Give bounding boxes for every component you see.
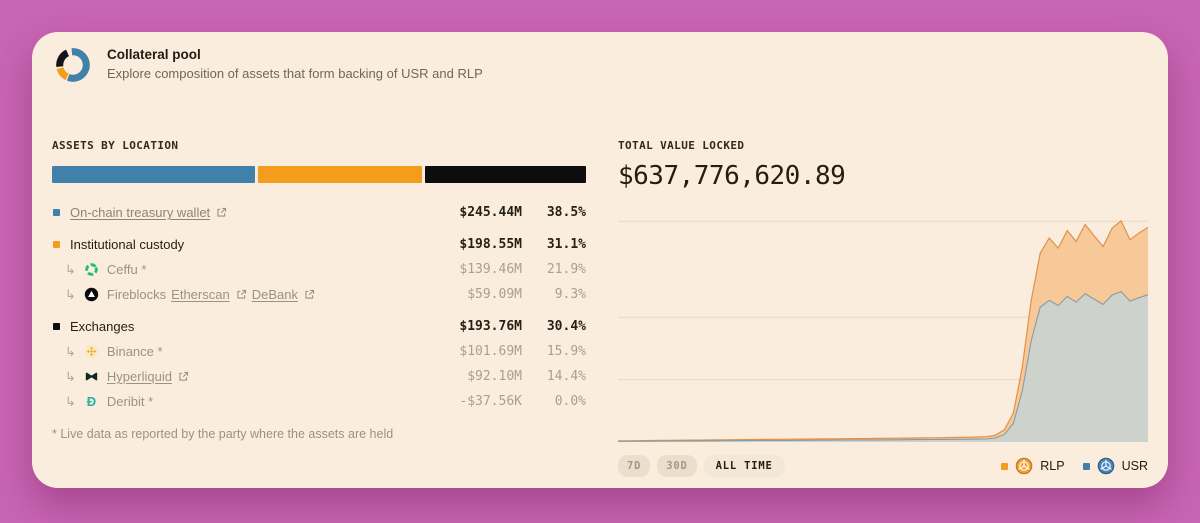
- legend-label: USR: [1121, 459, 1148, 473]
- asset-percent: 31.1%: [546, 237, 586, 252]
- asset-row: ↳ Ceffu * $139.46M 21.9%: [52, 257, 586, 282]
- range-button-all-time[interactable]: ALL TIME: [703, 455, 785, 477]
- usr-coin-icon: [1097, 457, 1114, 475]
- external-link-icon: [305, 289, 315, 299]
- asset-percent: 21.9%: [546, 262, 586, 277]
- asset-percent: 0.0%: [554, 394, 586, 409]
- fireblocks-icon: [84, 287, 99, 302]
- collateral-pool-card: Collateral pool Explore composition of a…: [32, 32, 1168, 488]
- tvl-heading: TOTAL VALUE LOCKED: [618, 139, 745, 152]
- asset-label-link[interactable]: Hyperliquid: [106, 369, 172, 384]
- asset-row: Exchanges $193.76M 30.4%: [52, 314, 586, 339]
- asset-label: Institutional custody: [70, 237, 185, 252]
- asset-percent: 9.3%: [554, 287, 586, 302]
- asset-row: On-chain treasury wallet $245.44M 38.5%: [52, 200, 586, 225]
- legend-label: RLP: [1040, 459, 1065, 473]
- rlp-line: [618, 219, 1148, 442]
- asset-label: Deribit *: [106, 394, 154, 409]
- asset-value: $59.09M: [467, 287, 522, 302]
- asset-row: ↳ Ð Deribit * -$37.56K 0.0%: [52, 389, 586, 414]
- asset-label: Fireblocks: [106, 287, 167, 302]
- tvl-area-chart[interactable]: [618, 206, 1148, 442]
- assets-by-location-section: ASSETS BY LOCATION On-chain treasury wal…: [52, 139, 586, 441]
- asset-percent: 15.9%: [546, 344, 586, 359]
- time-range-selector: 7D 30D ALL TIME: [618, 455, 785, 477]
- asset-value: $101.69M: [459, 344, 522, 359]
- rlp-coin-icon: [1015, 457, 1033, 475]
- asset-row: Institutional custody $198.55M 31.1%: [52, 232, 586, 257]
- live-data-footnote: * Live data as reported by the party whe…: [52, 427, 394, 441]
- debank-link[interactable]: DeBank: [251, 287, 298, 302]
- page-subtitle: Explore composition of assets that form …: [107, 66, 483, 81]
- legend-item-rlp[interactable]: RLP: [1001, 457, 1065, 475]
- asset-row: ↳ Hyperliquid $92.10M 14.4%: [52, 364, 586, 389]
- bar-segment-1: [52, 166, 256, 183]
- usr-area: [618, 291, 1148, 442]
- collateral-donut-logo-icon: [56, 48, 90, 82]
- bar-segment-2: [258, 166, 423, 183]
- hyperliquid-icon: [85, 372, 98, 381]
- bar-segment-3: [425, 166, 586, 183]
- range-button-30d[interactable]: 30D: [657, 455, 697, 477]
- external-link-icon: [237, 289, 246, 299]
- assets-stacked-bar: [52, 166, 586, 183]
- sub-row-arrow-icon: ↳: [65, 393, 76, 409]
- asset-value: -$37.56K: [459, 394, 522, 409]
- asset-label: Ceffu *: [106, 262, 147, 277]
- binance-icon: [84, 344, 99, 359]
- sub-row-arrow-icon: ↳: [65, 368, 76, 384]
- tvl-section: TOTAL VALUE LOCKED $637,776,620.89 7D 30D…: [618, 139, 1148, 477]
- rlp-area: [618, 220, 1148, 442]
- asset-value: $92.10M: [467, 369, 522, 384]
- sub-row-arrow-icon: ↳: [65, 261, 76, 277]
- sub-row-arrow-icon: ↳: [65, 286, 76, 302]
- asset-value: $245.44M: [459, 205, 522, 220]
- assets-heading: ASSETS BY LOCATION: [52, 139, 179, 152]
- asset-label: Binance *: [106, 344, 163, 359]
- tvl-value: $637,776,620.89: [618, 161, 846, 191]
- asset-value: $198.55M: [459, 237, 522, 252]
- bullet-icon: [53, 323, 60, 330]
- tvl-chart-svg: [618, 219, 1148, 442]
- deribit-icon: Ð: [86, 394, 97, 409]
- asset-percent: 30.4%: [546, 319, 586, 334]
- sub-row-arrow-icon: ↳: [65, 343, 76, 359]
- bullet-icon: [53, 241, 60, 248]
- ceffu-icon: [85, 263, 98, 276]
- range-button-7d[interactable]: 7D: [618, 455, 651, 477]
- etherscan-link[interactable]: Etherscan: [171, 287, 230, 302]
- legend-swatch: [1001, 462, 1009, 470]
- external-link-icon: [217, 207, 227, 217]
- asset-row: ↳ Binance * $101.69M 15.9%: [52, 339, 586, 364]
- usr-line: [618, 290, 1148, 442]
- external-link-icon: [179, 371, 189, 381]
- asset-row: ↳ Fireblocks Etherscan DeBank $59.09M 9.3%: [52, 282, 586, 307]
- asset-value: $193.76M: [459, 319, 522, 334]
- header: Collateral pool Explore composition of a…: [54, 44, 483, 84]
- asset-value: $139.46M: [459, 262, 522, 277]
- bullet-icon: [53, 209, 60, 216]
- asset-label-link[interactable]: On-chain treasury wallet: [70, 205, 211, 220]
- page-title: Collateral pool: [107, 47, 201, 62]
- legend-item-usr[interactable]: USR: [1082, 457, 1148, 475]
- asset-rows: On-chain treasury wallet $245.44M 38.5% Ins…: [52, 200, 586, 414]
- asset-percent: 14.4%: [546, 369, 586, 384]
- chart-footer: 7D 30D ALL TIME RLP USR: [618, 455, 1148, 477]
- chart-legend: RLP USR: [1001, 457, 1148, 475]
- asset-label: Exchanges: [70, 319, 135, 334]
- asset-percent: 38.5%: [546, 205, 586, 220]
- legend-swatch: [1082, 462, 1090, 470]
